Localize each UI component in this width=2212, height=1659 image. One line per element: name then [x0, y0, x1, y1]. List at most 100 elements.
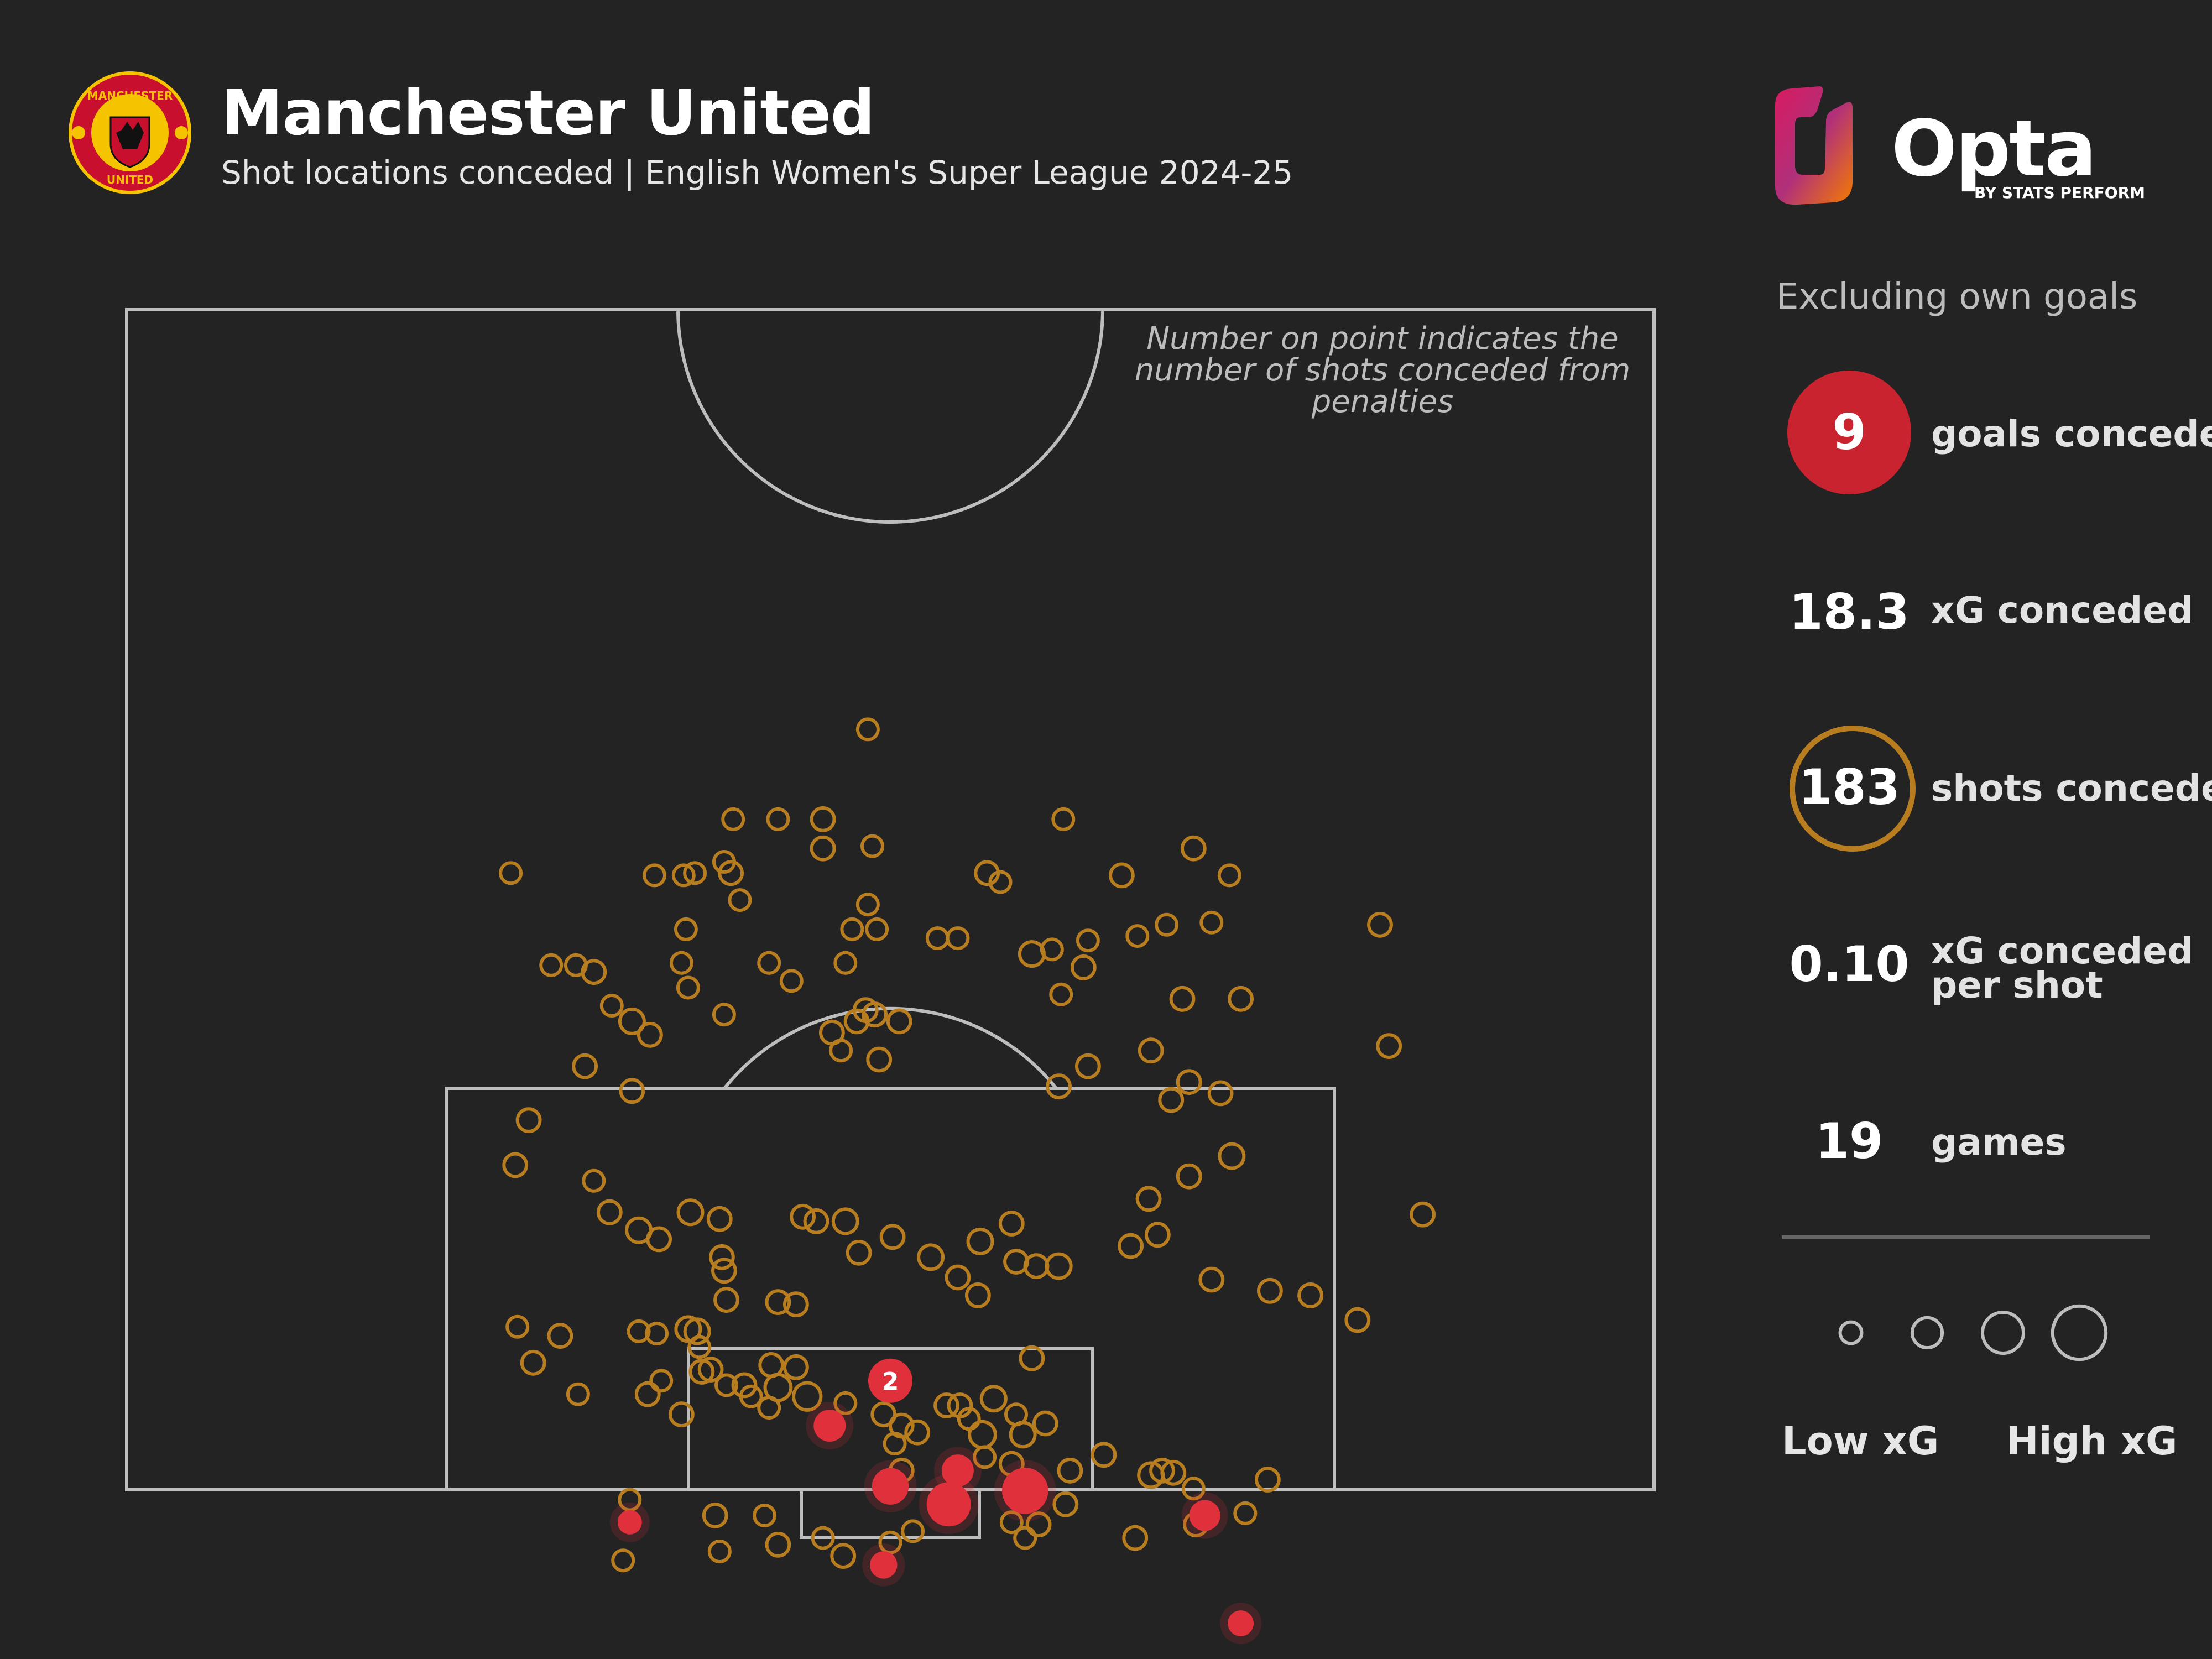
shot-point	[1169, 985, 1196, 1012]
shot-point	[713, 1287, 739, 1313]
shot-point	[829, 1039, 853, 1063]
shot-point	[1075, 1053, 1101, 1079]
xg-per-shot-label-line1: xG conceded	[1931, 930, 2194, 972]
shot-point	[1049, 982, 1073, 1006]
shot-point	[1158, 1087, 1185, 1113]
shot-point	[687, 1335, 712, 1359]
shot-point	[810, 806, 836, 832]
shot-point	[1149, 1457, 1175, 1484]
shot-point	[714, 1373, 738, 1397]
shot-point	[646, 1226, 672, 1253]
games-label: games	[1931, 1121, 2067, 1164]
shot-point	[833, 1391, 858, 1415]
shot-point	[1198, 1266, 1225, 1293]
center-circle	[676, 309, 1104, 524]
crest-text-top: MANCHESTER	[87, 89, 173, 102]
shot-point	[711, 1258, 737, 1284]
legend-high-label: High xG	[2006, 1418, 2178, 1464]
shot-point	[1109, 862, 1135, 889]
goals-badge	[1787, 371, 1911, 494]
shot-point	[1367, 911, 1393, 938]
shot-point	[688, 1359, 715, 1385]
shot-point	[1057, 1457, 1083, 1484]
legend-size-circle	[1838, 1320, 1864, 1345]
shot-point	[1160, 1459, 1187, 1486]
shot-point	[974, 860, 1000, 886]
shot-point	[1013, 1526, 1037, 1550]
shot-point	[502, 1152, 529, 1178]
goal-point	[1189, 1500, 1220, 1531]
shot-point	[520, 1349, 546, 1376]
shot-point	[766, 807, 790, 831]
shot-point	[547, 1323, 573, 1349]
shot-point	[1176, 1163, 1202, 1190]
shots-value: 183	[1798, 759, 1900, 816]
goal-point	[1228, 1610, 1254, 1636]
shot-point	[499, 861, 523, 885]
shot-point	[779, 969, 804, 993]
shots-badge	[1790, 726, 1916, 852]
shot-point	[1180, 835, 1207, 862]
legend-low-label: Low xG	[1782, 1418, 1939, 1464]
shot-point	[758, 1352, 785, 1378]
chart-note: Number on point indicates the number of …	[1134, 321, 1631, 420]
shot-map: 2	[125, 308, 1656, 1644]
shot-point	[718, 860, 744, 886]
shot-point	[1176, 1069, 1202, 1095]
shot-point	[783, 1291, 809, 1318]
shots-label: shots conceded	[1931, 767, 2212, 810]
goals-label: goals conceded	[1931, 413, 2212, 455]
shot-point	[831, 1207, 859, 1235]
shot-point	[1144, 1222, 1171, 1248]
xg-size-legend	[1838, 1304, 2108, 1361]
shot-point	[870, 1401, 897, 1428]
shot-point	[539, 953, 564, 977]
shot-point	[1122, 1525, 1149, 1551]
shot-point	[901, 1519, 925, 1543]
shot-point	[1076, 928, 1100, 953]
shot-point	[1125, 924, 1150, 948]
shot-point	[683, 1317, 711, 1345]
goal-point	[926, 1482, 971, 1527]
shot-point	[671, 863, 696, 888]
shot-point	[721, 807, 745, 831]
shot-point	[505, 1314, 530, 1339]
shot-point	[783, 1354, 809, 1380]
opta-wordmark: Opta	[1891, 104, 2097, 194]
shot-point	[999, 1510, 1024, 1535]
shot-point	[683, 861, 707, 885]
shot-point	[790, 1203, 816, 1230]
shot-point	[1155, 912, 1179, 937]
shot-point	[765, 1531, 791, 1558]
page-subtitle: Shot locations conceded | English Women'…	[221, 154, 1293, 191]
shot-point	[581, 959, 607, 985]
shot-point	[582, 1168, 606, 1193]
shot-point	[669, 951, 693, 975]
xg-value: 18.3	[1789, 583, 1910, 640]
shot-point	[1019, 1345, 1045, 1371]
shot-point	[702, 1503, 728, 1528]
shot-point	[1138, 1037, 1164, 1064]
shot-point	[731, 1372, 758, 1399]
shot-point	[883, 1432, 907, 1455]
shot-point	[757, 1396, 781, 1420]
xg-per-shot-label-line2: per shot	[1931, 964, 2103, 1006]
shot-point	[860, 834, 884, 858]
shot-point	[925, 926, 950, 951]
opta-byline: BY STATS PERFORM	[1974, 184, 2145, 202]
shot-point	[739, 1384, 763, 1408]
opta-logo-icon	[1775, 86, 1853, 205]
xg-per-shot-label: xG conceded per shot	[1931, 928, 2193, 1009]
shot-point	[1046, 1073, 1072, 1100]
shot-point	[866, 1046, 893, 1073]
shot-point	[674, 917, 698, 941]
penalty-point	[868, 1358, 912, 1403]
club-crest: MANCHESTER UNITED	[69, 71, 191, 194]
shot-point	[811, 1526, 835, 1550]
shot-point	[973, 1445, 997, 1469]
shot-point	[966, 1228, 994, 1255]
shot-point	[765, 1289, 791, 1316]
shot-point	[792, 1381, 823, 1412]
shot-point	[840, 917, 864, 941]
shot-point	[619, 1078, 645, 1104]
